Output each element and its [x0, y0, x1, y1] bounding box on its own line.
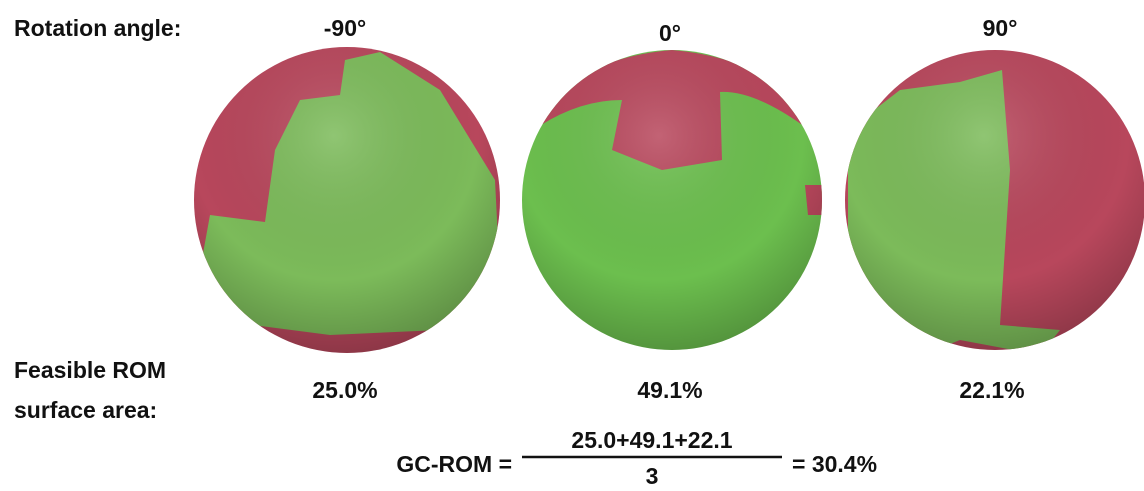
area-value: 25.0%	[312, 377, 377, 403]
angle-label: 0°	[659, 20, 681, 46]
area-value: 22.1%	[959, 377, 1024, 403]
formula-numerator: 25.0+49.1+22.1	[571, 427, 732, 453]
angle-label: -90°	[324, 15, 366, 41]
area-label: Feasible ROM	[14, 357, 166, 383]
angle-label: 90°	[983, 15, 1018, 41]
area-label: surface area:	[14, 397, 157, 423]
sphere	[190, 40, 510, 360]
rotation-label: Rotation angle:	[14, 15, 181, 41]
area-value: 49.1%	[637, 377, 702, 403]
formula-denominator: 3	[646, 463, 659, 489]
sphere	[515, 40, 835, 360]
formula-result: = 30.4%	[792, 451, 877, 477]
figure: Rotation angle: -90° 0° 90° Feasible ROM…	[0, 0, 1144, 491]
formula-lhs: GC-ROM =	[396, 451, 512, 477]
sphere	[840, 40, 1144, 360]
